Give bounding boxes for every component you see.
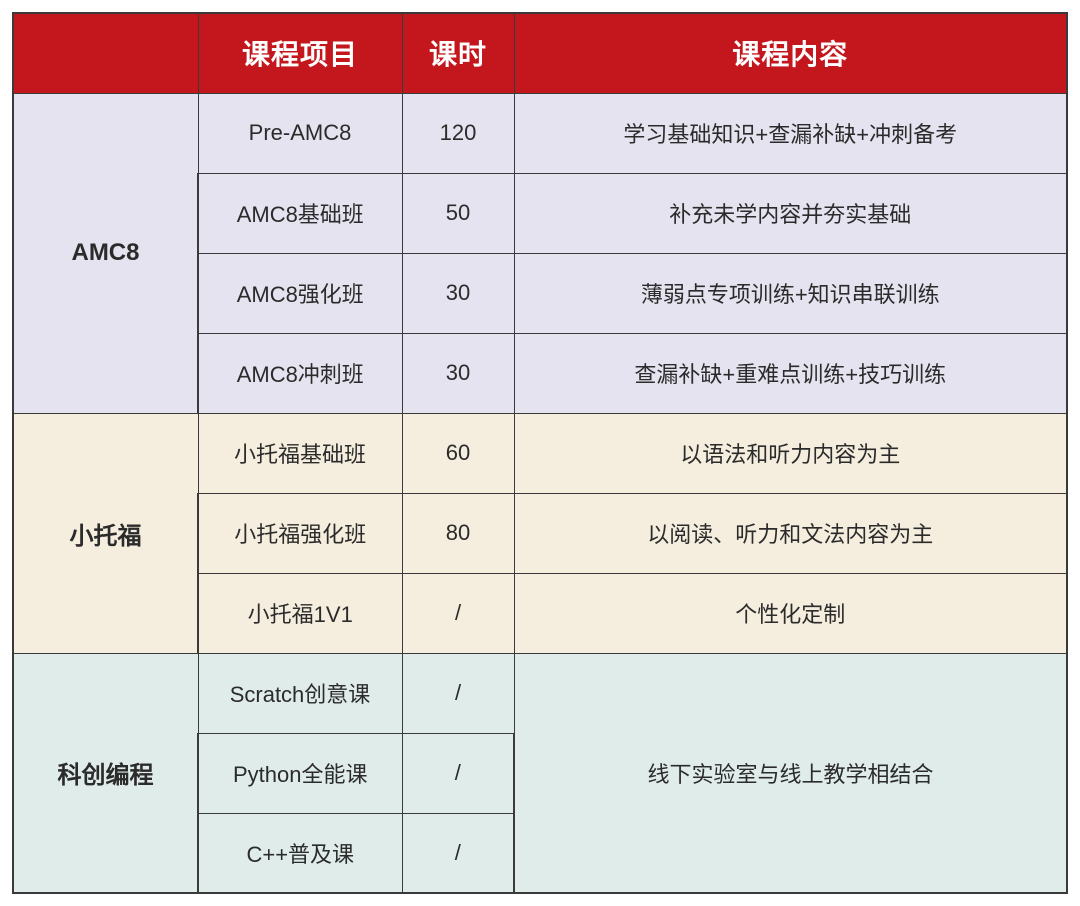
- table-row: AMC8 Pre-AMC8 120 学习基础知识+查漏补缺+冲刺备考: [13, 93, 1067, 173]
- cell-content: 补充未学内容并夯实基础: [514, 173, 1067, 253]
- group-toefl-jr: 小托福: [13, 413, 198, 653]
- cell-course: AMC8基础班: [198, 173, 402, 253]
- cell-hours: /: [402, 653, 514, 733]
- header-course: 课程项目: [198, 13, 402, 93]
- cell-course: Scratch创意课: [198, 653, 402, 733]
- group-amc8: AMC8: [13, 93, 198, 413]
- cell-course: AMC8强化班: [198, 253, 402, 333]
- table-row: 小托福 小托福基础班 60 以语法和听力内容为主: [13, 413, 1067, 493]
- table-row: 科创编程 Scratch创意课 / 线下实验室与线上教学相结合: [13, 653, 1067, 733]
- cell-course: 小托福基础班: [198, 413, 402, 493]
- cell-content: 以语法和听力内容为主: [514, 413, 1067, 493]
- cell-hours: 60: [402, 413, 514, 493]
- header-hours: 课时: [402, 13, 514, 93]
- header-content: 课程内容: [514, 13, 1067, 93]
- cell-course: Pre-AMC8: [198, 93, 402, 173]
- cell-content: 个性化定制: [514, 573, 1067, 653]
- course-table: 课程项目 课时 课程内容 AMC8 Pre-AMC8 120 学习基础知识+查漏…: [12, 12, 1068, 894]
- cell-course: 小托福1V1: [198, 573, 402, 653]
- cell-hours: 120: [402, 93, 514, 173]
- cell-content: 薄弱点专项训练+知识串联训练: [514, 253, 1067, 333]
- cell-hours: /: [402, 733, 514, 813]
- cell-course: Python全能课: [198, 733, 402, 813]
- cell-content: 查漏补缺+重难点训练+技巧训练: [514, 333, 1067, 413]
- cell-hours: 30: [402, 253, 514, 333]
- cell-content-merged: 线下实验室与线上教学相结合: [514, 653, 1067, 893]
- cell-content: 以阅读、听力和文法内容为主: [514, 493, 1067, 573]
- cell-content: 学习基础知识+查漏补缺+冲刺备考: [514, 93, 1067, 173]
- cell-hours: 30: [402, 333, 514, 413]
- cell-hours: 50: [402, 173, 514, 253]
- cell-course: 小托福强化班: [198, 493, 402, 573]
- cell-hours: /: [402, 813, 514, 893]
- cell-course: AMC8冲刺班: [198, 333, 402, 413]
- header-blank: [13, 13, 198, 93]
- group-coding: 科创编程: [13, 653, 198, 893]
- cell-course: C++普及课: [198, 813, 402, 893]
- header-row: 课程项目 课时 课程内容: [13, 13, 1067, 93]
- cell-hours: /: [402, 573, 514, 653]
- cell-hours: 80: [402, 493, 514, 573]
